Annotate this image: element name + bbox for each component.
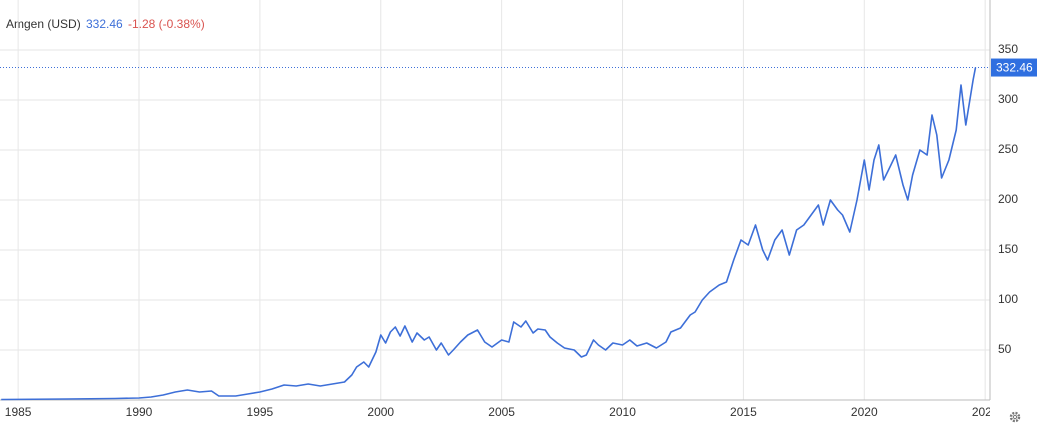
x-tick-label: 1985 xyxy=(5,405,32,419)
y-tick-label: 150 xyxy=(998,242,1018,256)
x-tick-label: 2005 xyxy=(488,405,515,419)
y-tick-label: 250 xyxy=(998,142,1018,156)
y-tick-label: 200 xyxy=(998,192,1018,206)
stock-change: -1.28 (-0.38%) xyxy=(128,17,205,31)
last-price-box xyxy=(991,58,1037,77)
x-tick-label: 1995 xyxy=(247,405,274,419)
y-tick-label: 300 xyxy=(998,92,1018,106)
x-tick-label: 1990 xyxy=(126,405,153,419)
x-tick-label: 2015 xyxy=(730,405,757,419)
stock-price: 332.46 xyxy=(86,17,123,31)
last-price-label: 332.46 xyxy=(996,61,1033,75)
y-tick-label: 350 xyxy=(998,42,1018,56)
y-tick-label: 100 xyxy=(998,292,1018,306)
x-tick-label: 2010 xyxy=(609,405,636,419)
x-tick-label: 2020 xyxy=(851,405,878,419)
settings-icon[interactable] xyxy=(1009,411,1021,423)
x-tick-label: 2000 xyxy=(367,405,394,419)
plot: 1985 1990 1995 2000 2005 2010 2015 2020 2025 xyxy=(0,0,999,419)
stock-name: Amgen (USD) xyxy=(6,17,81,31)
price-line xyxy=(1,67,977,401)
x-tick-label: 2025 xyxy=(972,405,999,419)
y-tick-label: 50 xyxy=(998,342,1012,356)
